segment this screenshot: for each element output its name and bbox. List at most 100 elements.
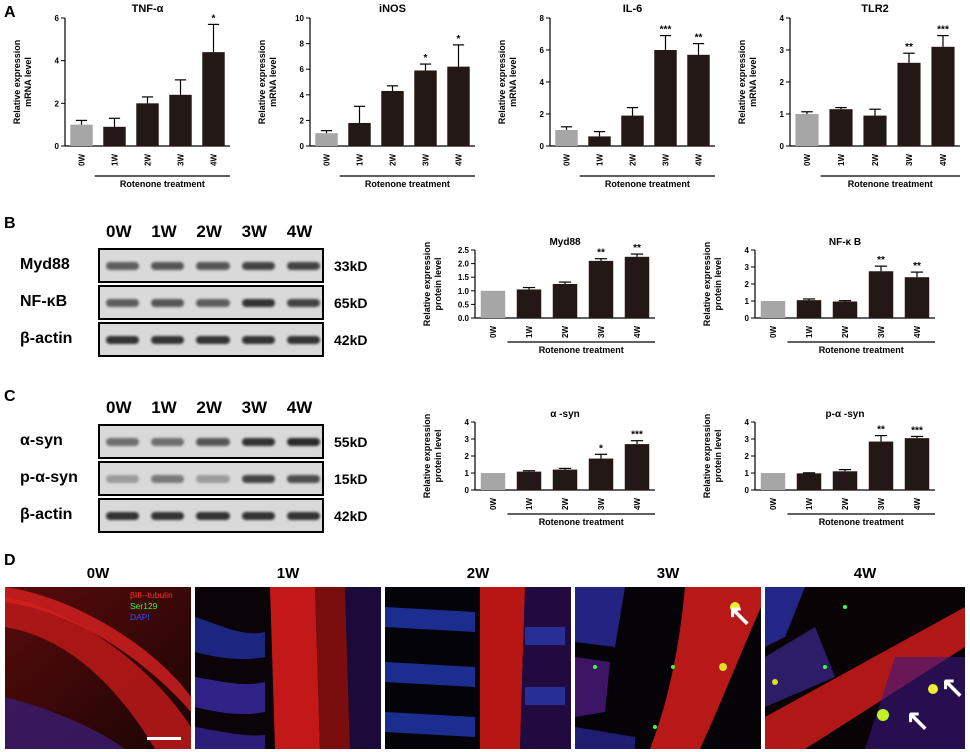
category-label: 1W — [805, 326, 814, 338]
y-tick-label: 0 — [465, 486, 470, 495]
bar — [621, 115, 644, 146]
category-label: 1W — [596, 154, 605, 166]
category-label: 0W — [489, 498, 498, 510]
category-label: 0W — [563, 154, 572, 166]
blot-band — [196, 262, 230, 270]
blot-band — [196, 336, 230, 344]
category-label: 4W — [633, 326, 642, 338]
bar — [796, 473, 822, 490]
bar — [795, 114, 819, 146]
category-label: 2W — [871, 154, 880, 166]
bar — [687, 54, 710, 146]
blot-strip — [98, 424, 324, 459]
y-axis-label: protein level — [433, 429, 443, 482]
bar — [832, 301, 858, 318]
bar — [516, 289, 542, 318]
y-tick-label: 1 — [780, 110, 785, 119]
y-axis-label: Relative expression — [257, 40, 267, 125]
chart-title: TNF-α — [132, 3, 164, 15]
y-tick-label: 0 — [540, 142, 545, 151]
bar — [136, 103, 159, 146]
bar — [103, 126, 126, 146]
blot-band — [151, 475, 185, 483]
lane-label: 3W — [241, 398, 268, 417]
lane-label: 3W — [241, 222, 268, 241]
y-tick-label: 0.0 — [458, 314, 470, 323]
blot-band — [106, 299, 140, 307]
chart-alpha-syn: α -syn Relative expression protein level 0 1… — [395, 400, 675, 552]
category-label: 1W — [356, 154, 365, 166]
bar — [760, 301, 786, 318]
lane-label: 2W — [196, 222, 222, 241]
blot-band — [151, 512, 185, 520]
micro-label-0w: 0W — [86, 565, 110, 582]
micro-label-2w: 2W — [466, 565, 490, 582]
y-tick-label: 2.0 — [458, 260, 470, 269]
blot-band — [151, 299, 185, 307]
y-tick-label: 3 — [745, 263, 750, 272]
y-tick-label: 2.5 — [458, 246, 470, 255]
blot-strip — [98, 498, 324, 533]
chart-title: iNOS — [379, 3, 406, 15]
arrow-icon: ↖ — [940, 672, 966, 707]
protein-label: β-actin — [20, 506, 73, 523]
blot-strip — [98, 322, 324, 357]
category-label: 0W — [323, 154, 332, 166]
blot-band — [196, 299, 230, 307]
chart-title: p-α -syn — [826, 409, 865, 420]
chart-svg: iNOS Relative expression mRNA level 0 2 4 6 8 10… — [257, 3, 475, 189]
chart-myd88: Myd88 Relative expression protein level 0.0… — [395, 228, 675, 380]
y-tick-label: 1 — [745, 469, 750, 478]
significance-label: *** — [631, 430, 643, 441]
lane-label: 1W — [151, 222, 177, 241]
category-label: 1W — [525, 498, 534, 510]
blot-band — [106, 512, 140, 520]
chart-title: NF-κ B — [829, 237, 861, 248]
chart-svg: NF-κ B Relative expression protein level 0 1… — [702, 237, 935, 355]
y-tick-label: 0.5 — [458, 300, 470, 309]
category-label: 3W — [877, 498, 886, 510]
blot-band — [241, 438, 275, 446]
significance-label: ** — [877, 425, 885, 436]
category-label: 2W — [841, 498, 850, 510]
y-tick-label: 1 — [745, 297, 750, 306]
blot-band — [286, 438, 320, 446]
protein-label: α-syn — [20, 432, 63, 449]
y-tick-label: 6 — [540, 46, 545, 55]
category-label: 0W — [769, 326, 778, 338]
chart-svg: IL-6 Relative expression mRNA level 0 2 4 6 8 0W… — [497, 3, 715, 189]
y-tick-label: 4 — [55, 57, 60, 66]
y-tick-label: 0 — [745, 314, 750, 323]
bar — [381, 90, 404, 146]
category-label: 3W — [662, 154, 671, 166]
bar — [588, 136, 611, 146]
legend-ser129: Ser129 — [130, 601, 158, 611]
category-label: 4W — [913, 326, 922, 338]
lane-label: 0W — [106, 398, 132, 417]
y-tick-label: 2 — [465, 452, 470, 461]
category-label: 4W — [633, 498, 642, 510]
legend-tubulin: βIII--tubulin — [130, 590, 173, 600]
panel-letter-c: C — [4, 388, 16, 405]
blot-band — [241, 512, 275, 520]
category-label: 3W — [597, 498, 606, 510]
y-axis-label: Relative expression — [737, 40, 747, 125]
bar — [904, 277, 930, 318]
blot-band — [196, 475, 230, 483]
bar — [414, 70, 437, 146]
y-tick-label: 2 — [745, 452, 750, 461]
y-tick-label: 4 — [300, 91, 305, 100]
chart-il6: IL-6 Relative expression mRNA level 0 2 4 6 8 0W… — [495, 0, 725, 195]
blot-band — [106, 262, 140, 270]
y-tick-label: 2 — [300, 116, 305, 125]
bar — [169, 94, 192, 146]
x-axis-label: Rotenone treatment — [539, 345, 624, 355]
y-axis-label: mRNA level — [508, 57, 518, 107]
blot-band — [286, 475, 320, 483]
y-axis-label: Relative expression — [702, 414, 712, 499]
chart-svg: p-α -syn Relative expression protein level… — [702, 409, 935, 527]
blot-band — [286, 262, 320, 270]
kd-label: 42kD — [334, 332, 368, 348]
y-tick-label: 0 — [745, 486, 750, 495]
bar — [555, 130, 578, 146]
